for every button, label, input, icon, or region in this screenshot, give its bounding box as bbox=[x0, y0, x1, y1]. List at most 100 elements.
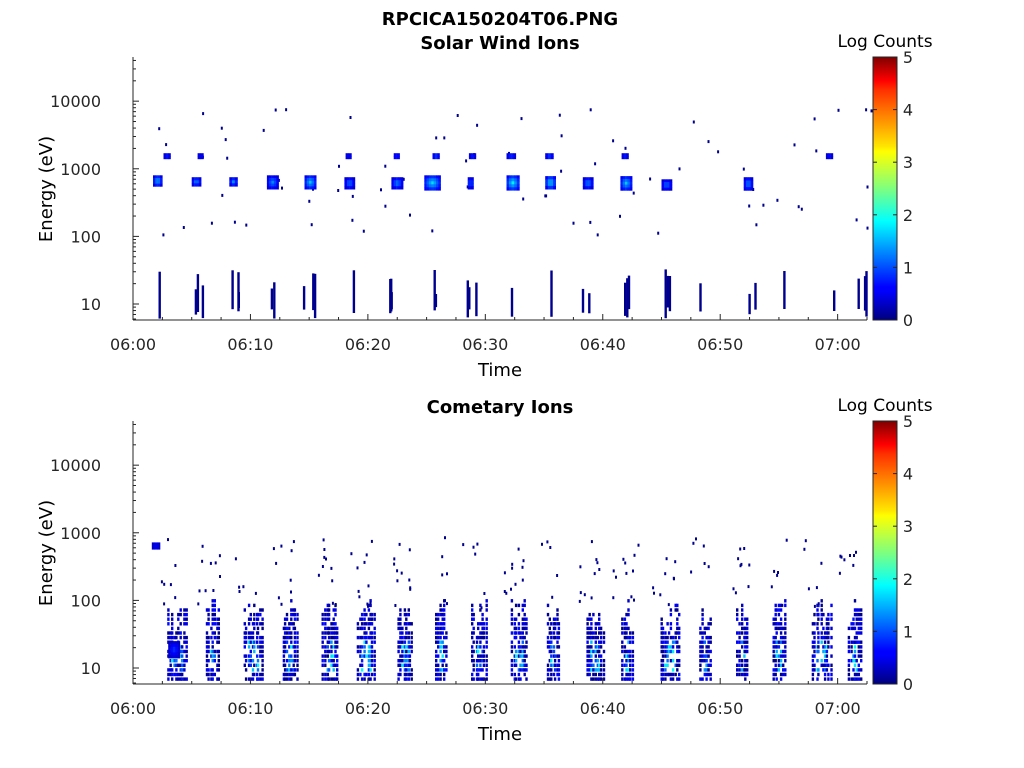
count-cell bbox=[296, 640, 299, 644]
count-cell bbox=[705, 626, 708, 631]
count-cell bbox=[508, 153, 512, 157]
count-cell bbox=[179, 622, 182, 626]
count-cell bbox=[744, 640, 747, 644]
x-tick-label: 07:00 bbox=[815, 335, 861, 354]
count-cell bbox=[750, 180, 754, 185]
count-cell bbox=[485, 672, 488, 677]
count-cell bbox=[211, 645, 214, 649]
count-cell bbox=[441, 626, 444, 631]
count-cell bbox=[296, 659, 299, 663]
count-cell bbox=[363, 626, 366, 631]
count-cell bbox=[800, 207, 803, 211]
count-cell bbox=[622, 181, 626, 185]
count-cell bbox=[779, 631, 783, 635]
count-cell bbox=[283, 663, 287, 667]
count-cell bbox=[772, 668, 775, 672]
count-cell bbox=[327, 603, 331, 608]
count-cell bbox=[586, 631, 589, 635]
count-cell bbox=[304, 180, 308, 184]
count-cell bbox=[322, 538, 325, 542]
count-cell bbox=[553, 626, 557, 631]
count-cell bbox=[661, 672, 665, 677]
count-cell bbox=[678, 649, 681, 654]
count-cell bbox=[481, 659, 484, 663]
count-cell bbox=[503, 590, 506, 593]
count-cell bbox=[360, 645, 364, 649]
count-cell bbox=[523, 659, 526, 663]
count-cell bbox=[405, 668, 408, 672]
count-cell bbox=[356, 635, 360, 640]
count-cell bbox=[823, 631, 827, 635]
count-cell bbox=[669, 677, 673, 681]
count-cell bbox=[669, 187, 673, 191]
count-cell bbox=[290, 654, 293, 658]
count-cell bbox=[293, 649, 297, 654]
count-cell bbox=[811, 622, 815, 626]
count-cell bbox=[179, 672, 182, 677]
count-cell bbox=[302, 286, 306, 310]
count-cell bbox=[162, 233, 165, 237]
count-cell bbox=[370, 617, 374, 621]
count-cell bbox=[437, 677, 440, 681]
count-cell bbox=[661, 184, 665, 188]
count-cell bbox=[825, 659, 829, 663]
count-cell bbox=[437, 663, 440, 667]
count-cell bbox=[830, 677, 833, 681]
count-cell bbox=[503, 571, 506, 575]
count-cell bbox=[437, 635, 440, 640]
count-cell bbox=[744, 663, 747, 667]
count-cell bbox=[433, 175, 437, 179]
count-cell bbox=[847, 626, 851, 631]
count-cell bbox=[669, 626, 673, 631]
count-cell bbox=[817, 672, 820, 677]
count-cell bbox=[370, 659, 374, 663]
count-cell bbox=[666, 672, 669, 677]
count-cell bbox=[481, 617, 484, 621]
count-cell bbox=[168, 655, 171, 659]
count-cell bbox=[585, 186, 589, 190]
count-cell bbox=[213, 635, 216, 640]
count-cell bbox=[283, 672, 287, 677]
count-cell bbox=[477, 654, 480, 658]
count-cell bbox=[261, 622, 264, 626]
count-cell bbox=[256, 677, 260, 681]
count-cell bbox=[285, 612, 289, 617]
count-cell bbox=[627, 608, 630, 612]
count-cell bbox=[707, 645, 710, 649]
count-cell bbox=[172, 652, 176, 656]
count-cell bbox=[309, 175, 312, 179]
count-cell bbox=[399, 608, 402, 612]
count-cell bbox=[306, 186, 310, 190]
colorbar-tick-label: 1 bbox=[903, 258, 913, 277]
y-tick-label: 10000 bbox=[50, 456, 101, 475]
count-cell bbox=[439, 640, 442, 644]
count-cell bbox=[217, 622, 220, 626]
count-cell bbox=[811, 631, 815, 635]
count-cell bbox=[352, 180, 356, 184]
count-cell bbox=[439, 608, 442, 612]
count-cell bbox=[311, 186, 315, 190]
count-cell bbox=[327, 649, 331, 654]
count-cell bbox=[171, 677, 174, 681]
count-cell bbox=[588, 180, 591, 184]
count-cell bbox=[251, 668, 255, 672]
panel-title: Solar Wind Ions bbox=[420, 33, 579, 54]
count-cell bbox=[211, 659, 214, 663]
count-cell bbox=[326, 672, 329, 677]
count-cell bbox=[550, 649, 553, 654]
count-cell bbox=[485, 603, 488, 608]
count-cell bbox=[336, 645, 339, 649]
count-cell bbox=[256, 626, 260, 631]
count-cell bbox=[399, 626, 402, 631]
count-cell bbox=[336, 635, 339, 640]
count-cell bbox=[468, 156, 472, 160]
count-cell bbox=[472, 631, 475, 635]
count-cell bbox=[666, 663, 669, 667]
count-cell bbox=[334, 631, 337, 635]
count-cell bbox=[261, 668, 264, 672]
count-cell bbox=[485, 668, 488, 672]
count-cell bbox=[514, 626, 518, 631]
count-cell bbox=[623, 635, 627, 640]
count-cell bbox=[482, 649, 486, 654]
count-cell bbox=[466, 280, 469, 318]
